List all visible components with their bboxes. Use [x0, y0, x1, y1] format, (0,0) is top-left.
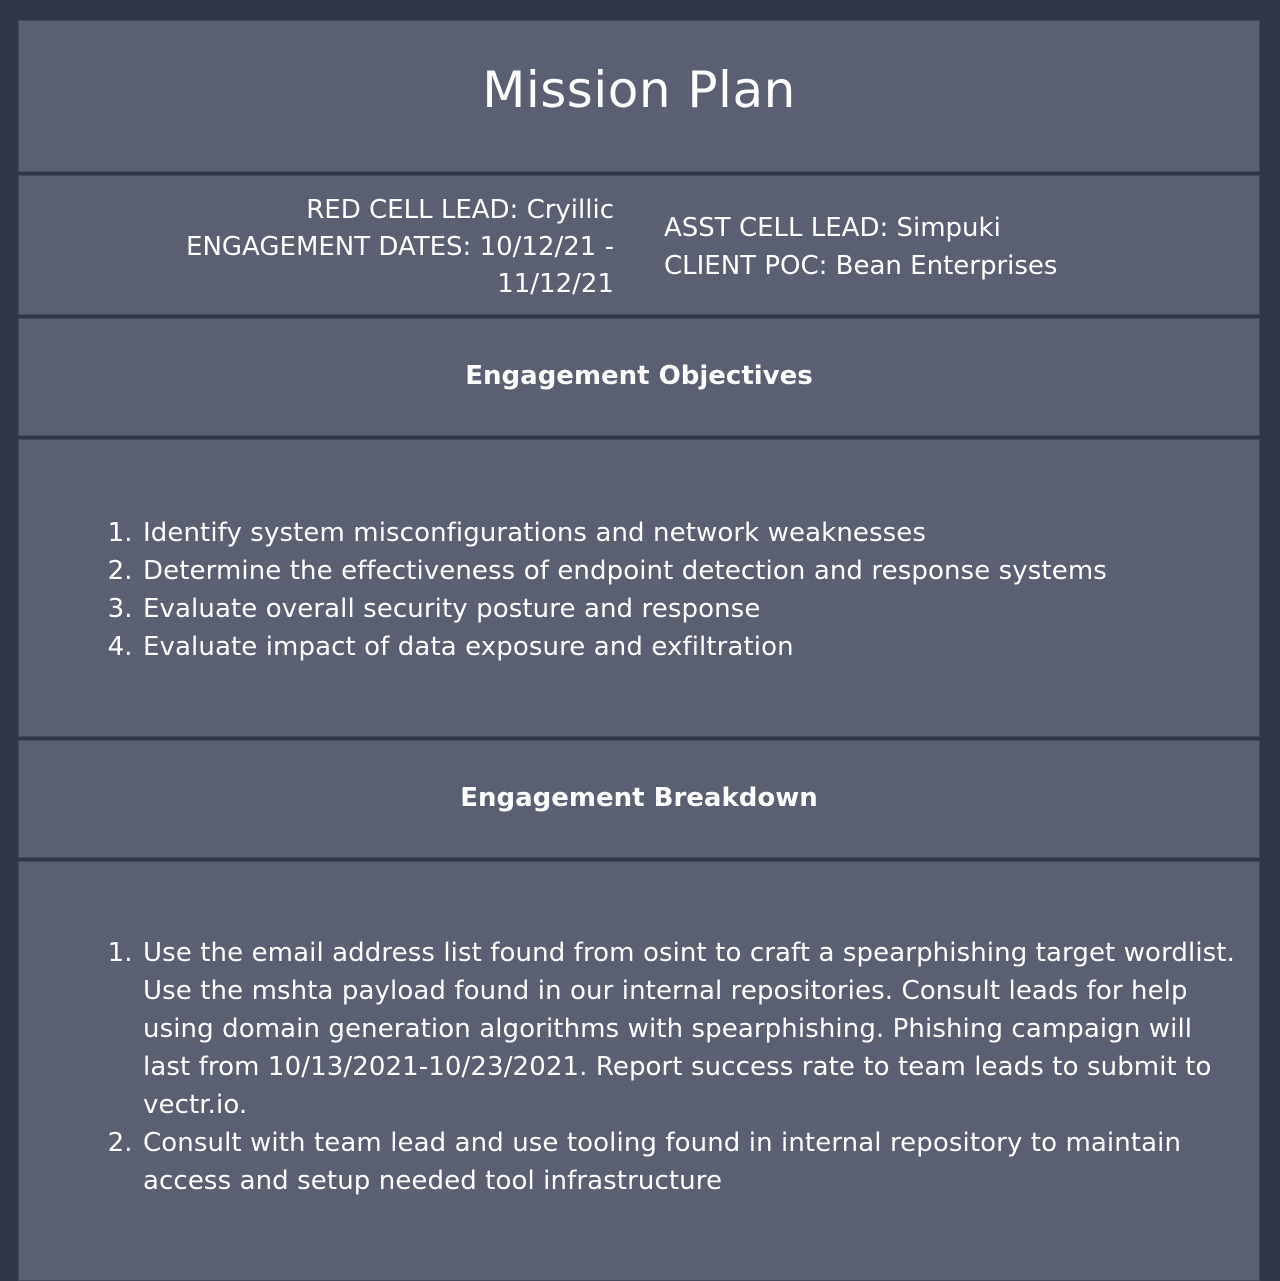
engagement-dates: ENGAGEMENT DATES: 10/12/21 - 11/12/21	[114, 229, 614, 303]
engagement-dates-line1: ENGAGEMENT DATES: 10/12/21 -	[186, 232, 614, 262]
objectives-list: Identify system misconfigurations and ne…	[19, 514, 1239, 666]
objective-item: Evaluate overall security posture and re…	[141, 590, 1239, 628]
objectives-heading-panel: Engagement Objectives	[18, 318, 1260, 436]
red-cell-lead: RED CELL LEAD: Cryillic	[306, 195, 614, 225]
objective-item: Evaluate impact of data exposure and exf…	[141, 628, 1239, 666]
breakdown-item: Consult with team lead and use tooling f…	[141, 1124, 1239, 1200]
objectives-panel: Identify system misconfigurations and ne…	[18, 439, 1260, 737]
breakdown-heading: Engagement Breakdown	[460, 783, 818, 813]
meta-right-column: ASST CELL LEAD: Simpuki CLIENT POC: Bean…	[664, 209, 1057, 285]
mission-plan-document: Mission Plan RED CELL LEAD: Cryillic ENG…	[18, 20, 1262, 1281]
asst-cell-lead: ASST CELL LEAD: Simpuki	[664, 213, 1001, 243]
title-panel: Mission Plan	[18, 20, 1260, 172]
client-poc: CLIENT POC: Bean Enterprises	[664, 251, 1058, 281]
breakdown-panel: Use the email address list found from os…	[18, 861, 1260, 1281]
breakdown-item: Use the email address list found from os…	[141, 934, 1239, 1124]
breakdown-heading-panel: Engagement Breakdown	[18, 740, 1260, 858]
page-title: Mission Plan	[482, 61, 796, 119]
objective-item: Identify system misconfigurations and ne…	[141, 514, 1239, 552]
objectives-heading: Engagement Objectives	[465, 361, 813, 391]
breakdown-list: Use the email address list found from os…	[19, 934, 1239, 1200]
meta-left-column: RED CELL LEAD: Cryillic ENGAGEMENT DATES…	[114, 192, 614, 303]
objective-item: Determine the effectiveness of endpoint …	[141, 552, 1239, 590]
engagement-dates-line2: 11/12/21	[497, 269, 614, 299]
meta-panel: RED CELL LEAD: Cryillic ENGAGEMENT DATES…	[18, 175, 1260, 315]
